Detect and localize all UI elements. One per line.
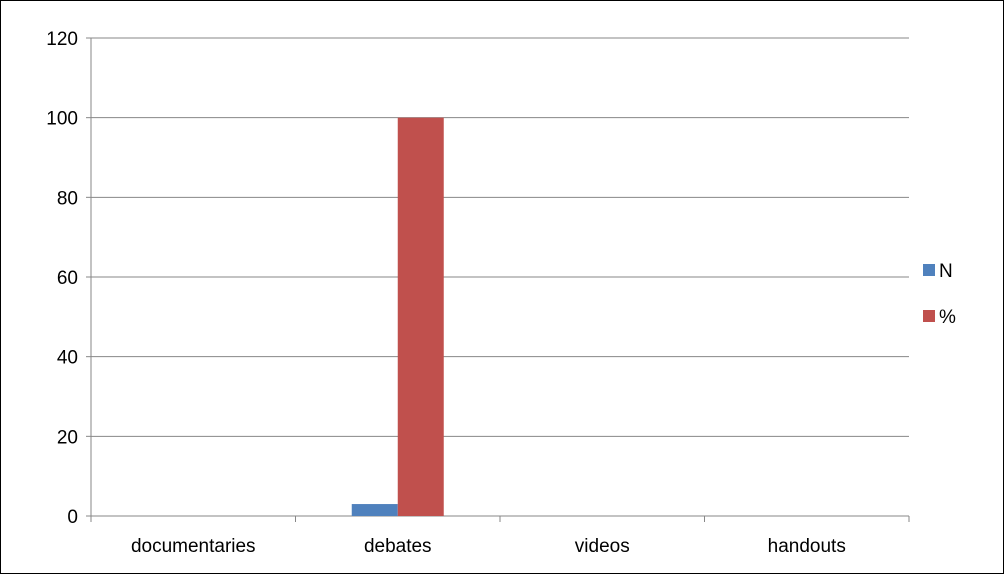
y-tick-label: 60 [57, 268, 78, 289]
x-tick-label: debates [364, 536, 432, 557]
y-tick-label: 80 [57, 188, 78, 209]
y-tick-label: 100 [46, 109, 78, 130]
y-tick-label: 0 [67, 507, 78, 528]
y-tick-label: 20 [57, 427, 78, 448]
bar-debates-pct [397, 117, 444, 517]
y-tick-label: 120 [46, 29, 78, 50]
bar-debates-n [351, 504, 398, 516]
legend-swatch [923, 264, 935, 276]
x-tick-label: handouts [768, 536, 846, 557]
x-tick-label: documentaries [131, 536, 256, 557]
legend-label: N [939, 261, 953, 282]
legend-swatch [923, 310, 935, 322]
y-tick-label: 40 [57, 348, 78, 369]
x-tick-label: videos [575, 536, 630, 557]
legend-label: % [939, 307, 956, 328]
